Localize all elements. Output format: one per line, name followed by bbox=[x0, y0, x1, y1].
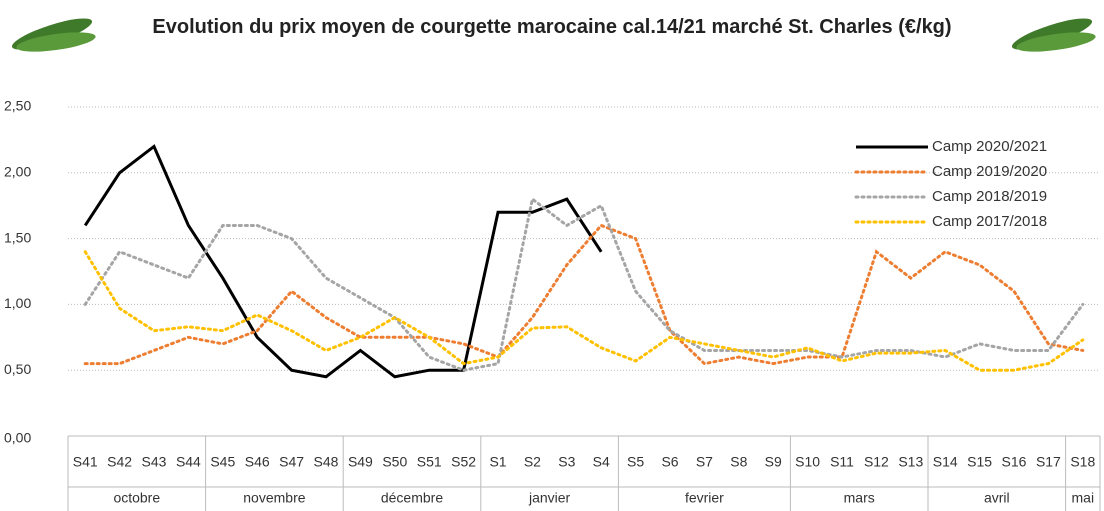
x-tick-label: S47 bbox=[279, 454, 304, 470]
x-tick-label: S6 bbox=[661, 454, 678, 470]
x-tick-label: S50 bbox=[382, 454, 407, 470]
series-line bbox=[83, 223, 1085, 366]
y-tick-label: 1,00 bbox=[4, 295, 31, 311]
x-tick-label: S49 bbox=[348, 454, 373, 470]
zucchini-right bbox=[1011, 18, 1096, 52]
x-tick-label: S18 bbox=[1070, 454, 1095, 470]
legend-label: Camp 2017/2018 bbox=[932, 213, 1047, 230]
x-tick-label: S16 bbox=[1002, 454, 1027, 470]
x-tick-label: S8 bbox=[730, 454, 747, 470]
x-tick-label: S3 bbox=[558, 454, 575, 470]
y-tick-label: 2,50 bbox=[4, 98, 31, 114]
x-tick-label: S5 bbox=[627, 454, 644, 470]
y-tick-label: 0,00 bbox=[4, 430, 31, 446]
x-tick-label: S9 bbox=[765, 454, 782, 470]
x-tick-label: S1 bbox=[489, 454, 506, 470]
series-line bbox=[83, 250, 1085, 372]
x-tick-label: S15 bbox=[967, 454, 992, 470]
x-tick-label: S10 bbox=[795, 454, 820, 470]
legend-label: Camp 2020/2021 bbox=[932, 138, 1047, 155]
x-tick-label: S44 bbox=[176, 454, 201, 470]
x-tick-label: S12 bbox=[864, 454, 889, 470]
legend-label: Camp 2018/2019 bbox=[932, 188, 1047, 205]
x-tick-label: S41 bbox=[73, 454, 98, 470]
legend-label: Camp 2019/2020 bbox=[932, 163, 1047, 180]
month-label: mars bbox=[844, 490, 875, 506]
x-tick-label: S45 bbox=[210, 454, 235, 470]
month-label: décembre bbox=[381, 490, 443, 506]
x-tick-label: S7 bbox=[696, 454, 713, 470]
month-label: janvier bbox=[528, 490, 571, 506]
x-tick-label: S11 bbox=[830, 454, 854, 470]
y-tick-label: 2,00 bbox=[4, 164, 31, 180]
x-tick-label: S2 bbox=[524, 454, 541, 470]
month-label: mai bbox=[1072, 490, 1095, 506]
series-line bbox=[83, 144, 603, 379]
x-tick-label: S43 bbox=[142, 454, 167, 470]
x-tick-label: S13 bbox=[898, 454, 923, 470]
x-tick-label: S14 bbox=[933, 454, 958, 470]
x-tick-label: S51 bbox=[417, 454, 442, 470]
month-label: novembre bbox=[243, 490, 305, 506]
month-label: octobre bbox=[113, 490, 160, 506]
x-tick-label: S42 bbox=[107, 454, 132, 470]
x-tick-label: S46 bbox=[245, 454, 270, 470]
month-label: fevrier bbox=[685, 490, 724, 506]
month-label: avril bbox=[984, 490, 1010, 506]
x-tick-label: S48 bbox=[314, 454, 339, 470]
chart-title: Evolution du prix moyen de courgette mar… bbox=[152, 16, 952, 38]
zucchini-left bbox=[11, 18, 96, 52]
y-tick-label: 1,50 bbox=[4, 229, 31, 245]
x-tick-label: S4 bbox=[593, 454, 610, 470]
x-tick-label: S52 bbox=[451, 454, 476, 470]
y-tick-label: 0,50 bbox=[4, 361, 31, 377]
x-tick-label: S17 bbox=[1036, 454, 1061, 470]
